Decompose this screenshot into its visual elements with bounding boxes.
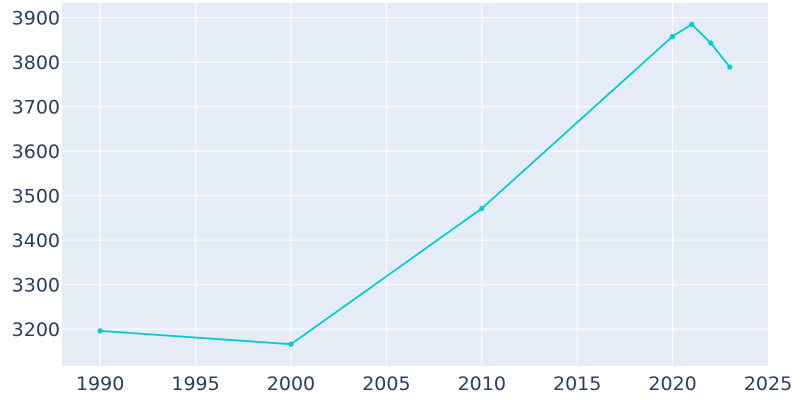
data-point-2023[interactable] bbox=[727, 64, 733, 70]
x-axis-tick-labels: 1990 1995 2000 2005 2010 2015 2020 2025 bbox=[76, 373, 792, 395]
y-tick-label-3400: 3400 bbox=[12, 230, 60, 252]
data-point-2020[interactable] bbox=[669, 33, 676, 39]
x-gridlines bbox=[99, 3, 674, 366]
x-tick-label-2025: 2025 bbox=[744, 373, 792, 395]
data-point-2022[interactable] bbox=[708, 40, 714, 46]
y-gridlines bbox=[62, 17, 768, 330]
data-point-2010[interactable] bbox=[479, 205, 485, 212]
y-axis-tick-labels: 3200 3300 3400 3500 3600 3700 3800 3900 bbox=[12, 8, 60, 341]
series-layer bbox=[97, 21, 733, 347]
y-tick-label-3200: 3200 bbox=[12, 319, 60, 341]
data-point-2000[interactable] bbox=[288, 341, 294, 347]
x-tick-label-2015: 2015 bbox=[553, 373, 601, 395]
x-tick-label-2020: 2020 bbox=[648, 373, 696, 395]
x-tick-label-2010: 2010 bbox=[458, 373, 506, 395]
x-tick-label-2000: 2000 bbox=[267, 373, 315, 395]
y-tick-label-3600: 3600 bbox=[12, 141, 60, 163]
data-point-2021[interactable] bbox=[689, 21, 695, 27]
x-tick-label-2005: 2005 bbox=[362, 373, 410, 395]
plot-area bbox=[62, 3, 768, 366]
y-tick-label-3300: 3300 bbox=[12, 275, 60, 297]
y-tick-label-3900: 3900 bbox=[12, 8, 60, 30]
data-point-1990[interactable] bbox=[97, 328, 103, 334]
x-tick-label-1990: 1990 bbox=[76, 373, 124, 395]
x-tick-label-1995: 1995 bbox=[171, 373, 219, 395]
y-tick-label-3500: 3500 bbox=[12, 186, 60, 208]
y-tick-label-3800: 3800 bbox=[12, 52, 60, 74]
y-tick-label-3700: 3700 bbox=[12, 97, 60, 119]
